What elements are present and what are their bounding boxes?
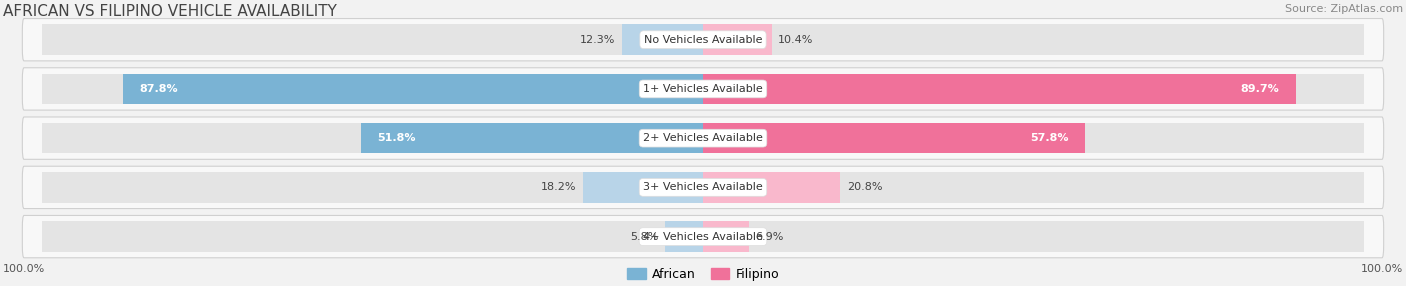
Text: 5.8%: 5.8%	[630, 232, 658, 242]
Bar	[42, 221, 703, 252]
Bar	[42, 74, 703, 104]
FancyBboxPatch shape	[22, 117, 1384, 159]
Text: 18.2%: 18.2%	[541, 182, 576, 192]
Bar	[621, 24, 703, 55]
Text: AFRICAN VS FILIPINO VEHICLE AVAILABILITY: AFRICAN VS FILIPINO VEHICLE AVAILABILITY	[3, 4, 336, 19]
Bar	[703, 172, 841, 203]
Text: 1+ Vehicles Available: 1+ Vehicles Available	[643, 84, 763, 94]
Text: 3+ Vehicles Available: 3+ Vehicles Available	[643, 182, 763, 192]
Text: 10.4%: 10.4%	[779, 35, 814, 45]
Text: No Vehicles Available: No Vehicles Available	[644, 35, 762, 45]
Text: 51.8%: 51.8%	[377, 133, 416, 143]
Bar	[703, 221, 1364, 252]
FancyBboxPatch shape	[22, 166, 1384, 208]
Text: 6.9%: 6.9%	[755, 232, 783, 242]
Text: 12.3%: 12.3%	[579, 35, 616, 45]
Bar	[665, 221, 703, 252]
FancyBboxPatch shape	[22, 215, 1384, 258]
Text: 57.8%: 57.8%	[1029, 133, 1069, 143]
Text: 2+ Vehicles Available: 2+ Vehicles Available	[643, 133, 763, 143]
Text: 20.8%: 20.8%	[846, 182, 883, 192]
Bar	[582, 172, 703, 203]
Text: 100.0%: 100.0%	[1361, 263, 1403, 273]
Text: 4+ Vehicles Available: 4+ Vehicles Available	[643, 232, 763, 242]
Bar	[703, 123, 1085, 153]
Bar	[703, 24, 772, 55]
Text: Source: ZipAtlas.com: Source: ZipAtlas.com	[1285, 4, 1403, 14]
Bar	[703, 74, 1364, 104]
Bar	[122, 74, 703, 104]
FancyBboxPatch shape	[22, 68, 1384, 110]
Text: 89.7%: 89.7%	[1240, 84, 1279, 94]
Text: 87.8%: 87.8%	[139, 84, 179, 94]
Bar	[703, 74, 1295, 104]
FancyBboxPatch shape	[22, 19, 1384, 61]
Legend: African, Filipino: African, Filipino	[621, 263, 785, 286]
Bar	[703, 172, 1364, 203]
Text: 100.0%: 100.0%	[3, 263, 45, 273]
Bar	[703, 24, 1364, 55]
Bar	[42, 123, 703, 153]
Bar	[42, 24, 703, 55]
Bar	[703, 221, 748, 252]
Bar	[703, 123, 1364, 153]
Bar	[42, 172, 703, 203]
Bar	[361, 123, 703, 153]
